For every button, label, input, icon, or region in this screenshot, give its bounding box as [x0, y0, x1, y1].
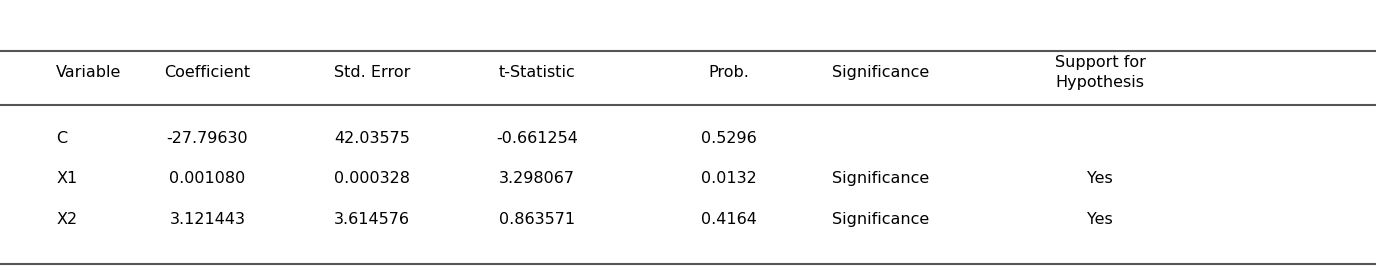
Text: 3.298067: 3.298067: [499, 171, 575, 187]
Text: 42.03575: 42.03575: [334, 131, 410, 145]
Text: Significance: Significance: [831, 213, 929, 227]
Text: C: C: [56, 131, 67, 145]
Text: 0.001080: 0.001080: [169, 171, 245, 187]
Text: Prob.: Prob.: [709, 65, 750, 80]
Text: Std. Error: Std. Error: [334, 65, 410, 80]
Text: 0.5296: 0.5296: [702, 131, 757, 145]
Text: 0.0132: 0.0132: [702, 171, 757, 187]
Text: Variable: Variable: [56, 65, 121, 80]
Text: Significance: Significance: [831, 171, 929, 187]
Text: Yes: Yes: [1087, 213, 1113, 227]
Text: 0.4164: 0.4164: [702, 213, 757, 227]
Text: Yes: Yes: [1087, 171, 1113, 187]
Text: 3.614576: 3.614576: [334, 213, 410, 227]
Text: Support for
Hypothesis: Support for Hypothesis: [1054, 55, 1145, 90]
Text: Significance: Significance: [831, 65, 929, 80]
Text: 0.863571: 0.863571: [499, 213, 575, 227]
Text: 0.000328: 0.000328: [334, 171, 410, 187]
Text: Coefficient: Coefficient: [164, 65, 250, 80]
Text: t-Statistic: t-Statistic: [498, 65, 575, 80]
Text: X1: X1: [56, 171, 77, 187]
Text: -27.79630: -27.79630: [166, 131, 248, 145]
Text: 3.121443: 3.121443: [169, 213, 245, 227]
Text: -0.661254: -0.661254: [495, 131, 578, 145]
Text: X2: X2: [56, 213, 77, 227]
